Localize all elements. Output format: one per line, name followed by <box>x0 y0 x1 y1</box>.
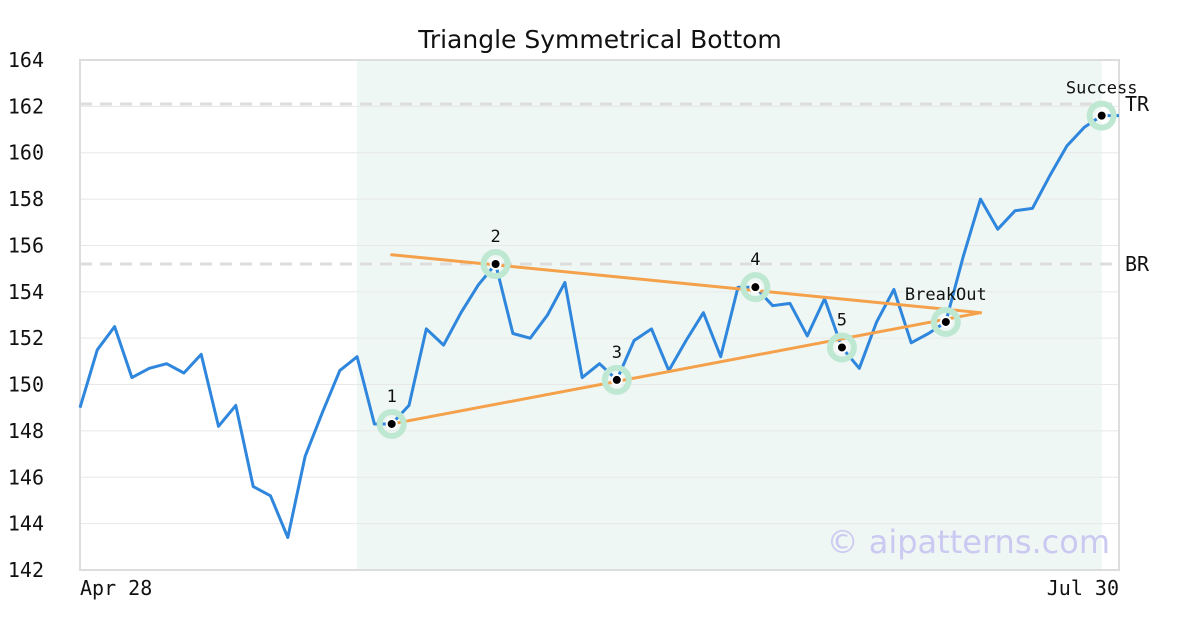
marker-label: Success <box>1066 79 1138 99</box>
marker-label: 4 <box>750 250 760 270</box>
marker-ring <box>601 364 632 395</box>
marker-ring <box>1086 100 1117 131</box>
marker-dot <box>610 373 623 386</box>
y-tick-label: 156 <box>8 233 44 257</box>
y-tick-label: 162 <box>8 94 44 118</box>
x-axis-ticks: Apr 28 Jul 30 <box>80 576 1119 600</box>
marker-dot <box>939 315 952 328</box>
y-tick-label: 164 <box>8 48 44 72</box>
y-tick-label: 154 <box>8 280 44 304</box>
x-tick-label: Apr 28 <box>80 576 152 600</box>
marker-ring <box>826 332 857 363</box>
marker-ring <box>376 408 407 439</box>
marker-dot <box>1095 109 1108 122</box>
y-tick-label: 144 <box>8 512 44 536</box>
y-tick-label: 146 <box>8 465 44 489</box>
watermark: © aipatterns.com <box>827 523 1110 561</box>
marker-ring <box>740 272 771 303</box>
marker-dot <box>835 341 848 354</box>
reference-lines: TR BR <box>80 92 1150 276</box>
marker-label: 2 <box>490 227 500 247</box>
pattern-highlight-region <box>357 60 1102 570</box>
y-tick-label: 148 <box>8 419 44 443</box>
chart-title: Triangle Symmetrical Bottom <box>417 25 782 54</box>
marker-label: 1 <box>387 387 397 407</box>
marker-label: BreakOut <box>905 285 987 305</box>
marker-label: 5 <box>837 310 847 330</box>
y-tick-label: 160 <box>8 141 44 165</box>
pattern-markers: 1 2 3 4 5 BreakOut Success <box>376 79 1138 439</box>
y-tick-label: 158 <box>8 187 44 211</box>
marker-dot <box>385 417 398 430</box>
marker-dot <box>749 281 762 294</box>
marker-ring <box>480 249 511 279</box>
marker-ring <box>930 306 961 337</box>
y-tick-label: 150 <box>8 373 44 397</box>
marker-dot <box>489 258 502 270</box>
y-tick-label: 142 <box>8 558 44 582</box>
marker-label: 3 <box>612 343 622 363</box>
y-axis-ticks: 142 144 146 148 150 152 154 156 158 160 162 164 <box>8 48 44 582</box>
x-tick-label: Jul 30 <box>1047 576 1119 600</box>
plot-frame <box>79 59 1120 571</box>
reference-line-label: TR <box>1125 92 1150 116</box>
y-tick-label: 152 <box>8 326 44 350</box>
trendline <box>390 311 982 426</box>
reference-line-label: BR <box>1125 252 1150 276</box>
